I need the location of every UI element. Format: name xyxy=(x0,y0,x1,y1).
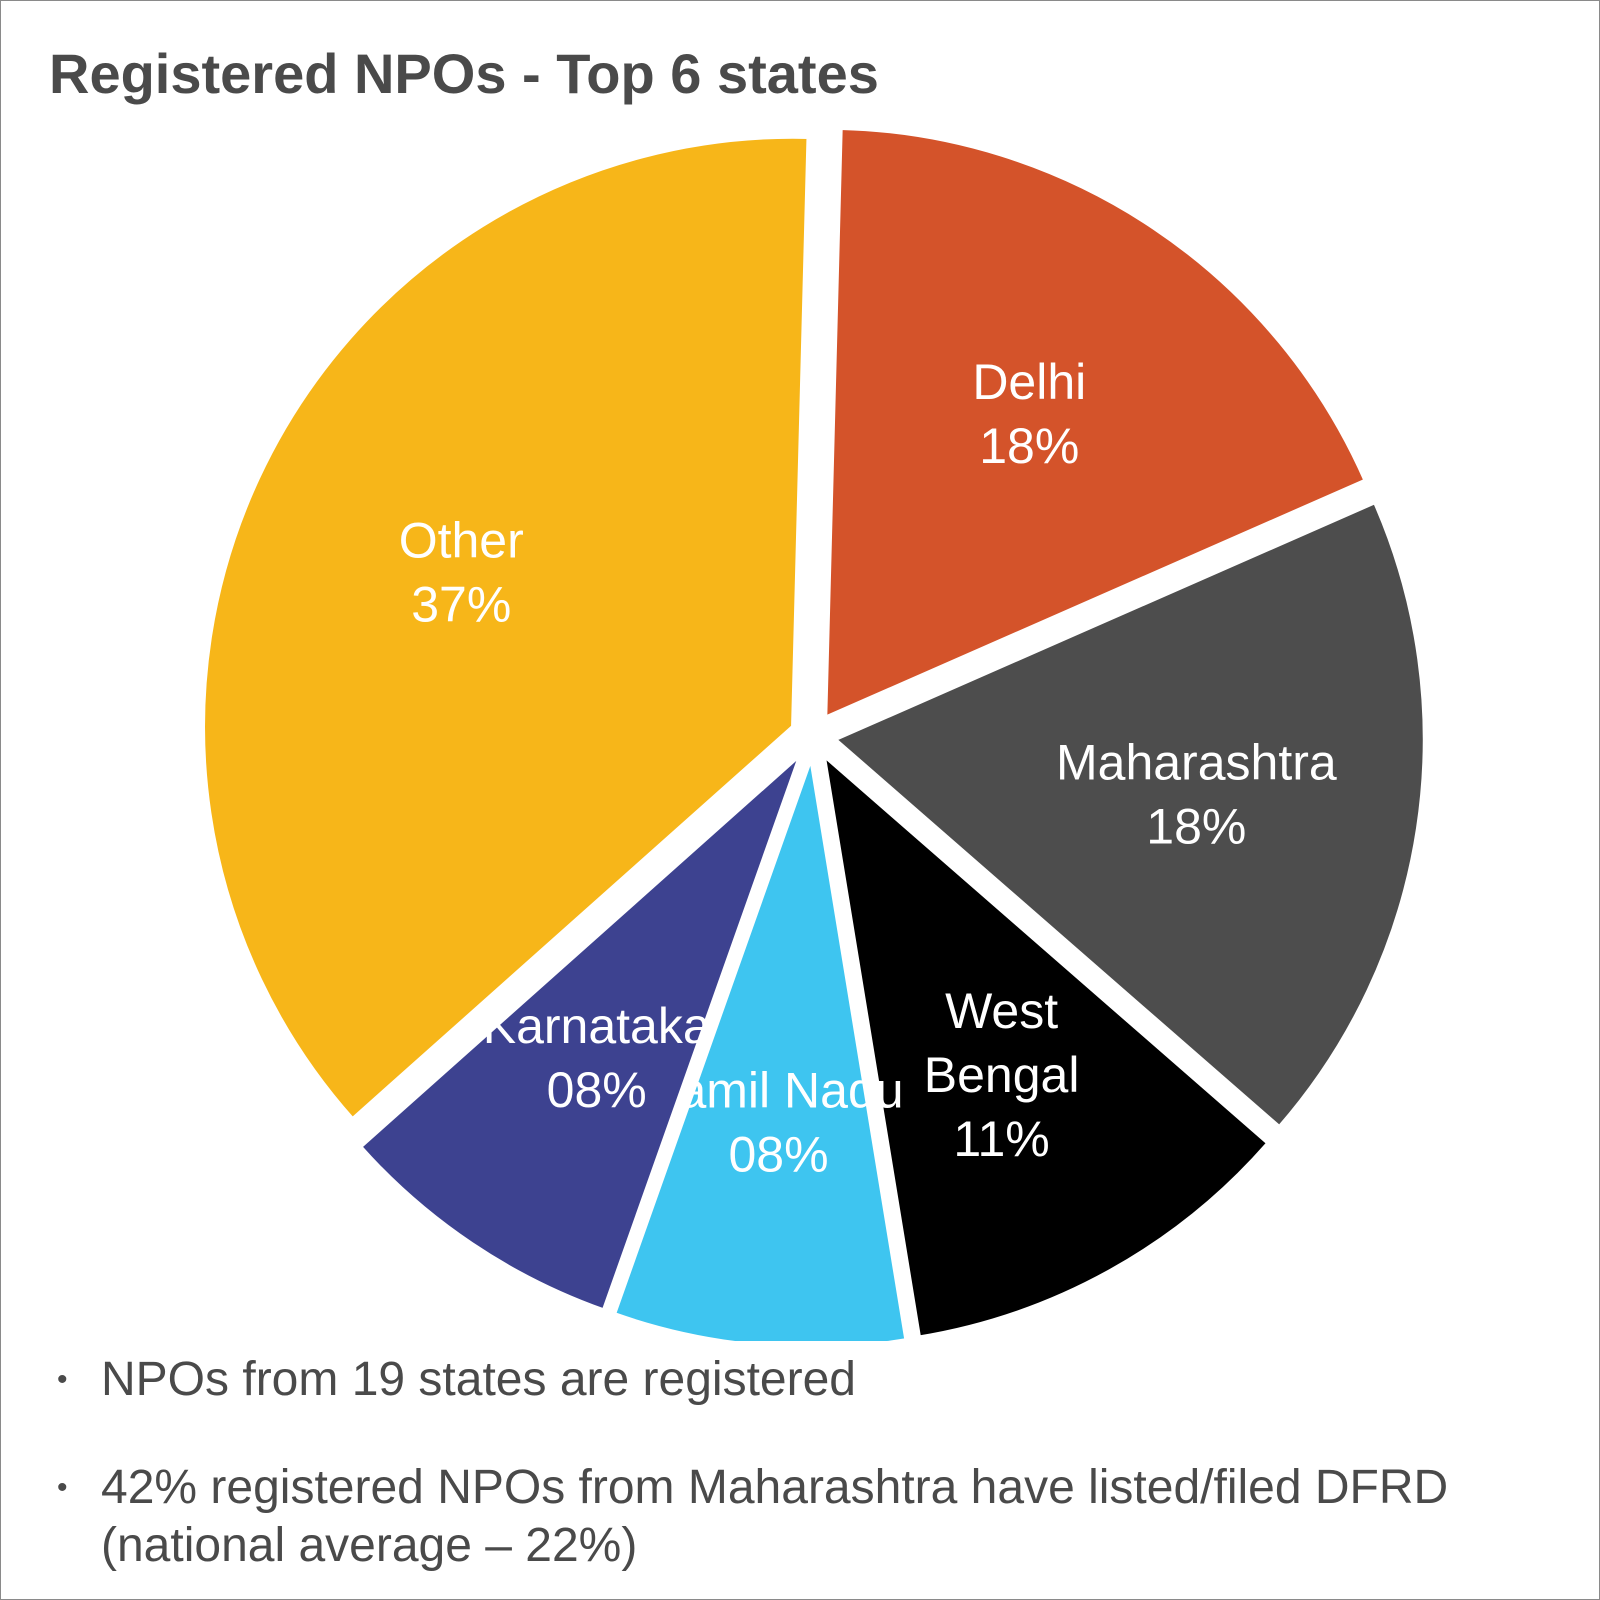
pie-slice-delhi xyxy=(823,125,1369,721)
slice-label-other: Other 37% xyxy=(399,513,524,633)
slice-label-maharashtra: Maharashtra 18% xyxy=(1056,735,1337,855)
chart-title: Registered NPOs - Top 6 states xyxy=(49,42,879,105)
pie-chart: Delhi 18% Maharashtra 18% West Bengal 11%Tamil… xyxy=(201,125,1427,1341)
note-item: • 42% registered NPOs from Maharashtra h… xyxy=(49,1459,1569,1575)
pie-slice-west-bengal xyxy=(820,750,1272,1340)
note-item: • NPOs from 19 states are registered xyxy=(49,1351,1569,1409)
bullet-icon: • xyxy=(57,1471,68,1504)
note-text: 42% registered NPOs from Maharashtra hav… xyxy=(101,1461,1449,1572)
pie-slice-tamil-nadu xyxy=(611,757,909,1341)
notes-list: • NPOs from 19 states are registered • 4… xyxy=(49,1351,1569,1599)
slice-label-karnataka: Karnataka 08% xyxy=(483,998,711,1118)
note-text: NPOs from 19 states are registered xyxy=(101,1353,856,1406)
pie-slice-karnataka xyxy=(357,752,803,1313)
slice-label-west-bengal: West Bengal 11% xyxy=(924,983,1080,1167)
bullet-icon: • xyxy=(57,1363,68,1396)
pie-slice-maharashtra xyxy=(831,499,1427,1131)
pie-slice-other xyxy=(201,134,811,1123)
slice-label-tamil-nadu: Tamil Nadu 08% xyxy=(653,1062,903,1182)
slice-label-delhi: Delhi 18% xyxy=(972,354,1086,474)
